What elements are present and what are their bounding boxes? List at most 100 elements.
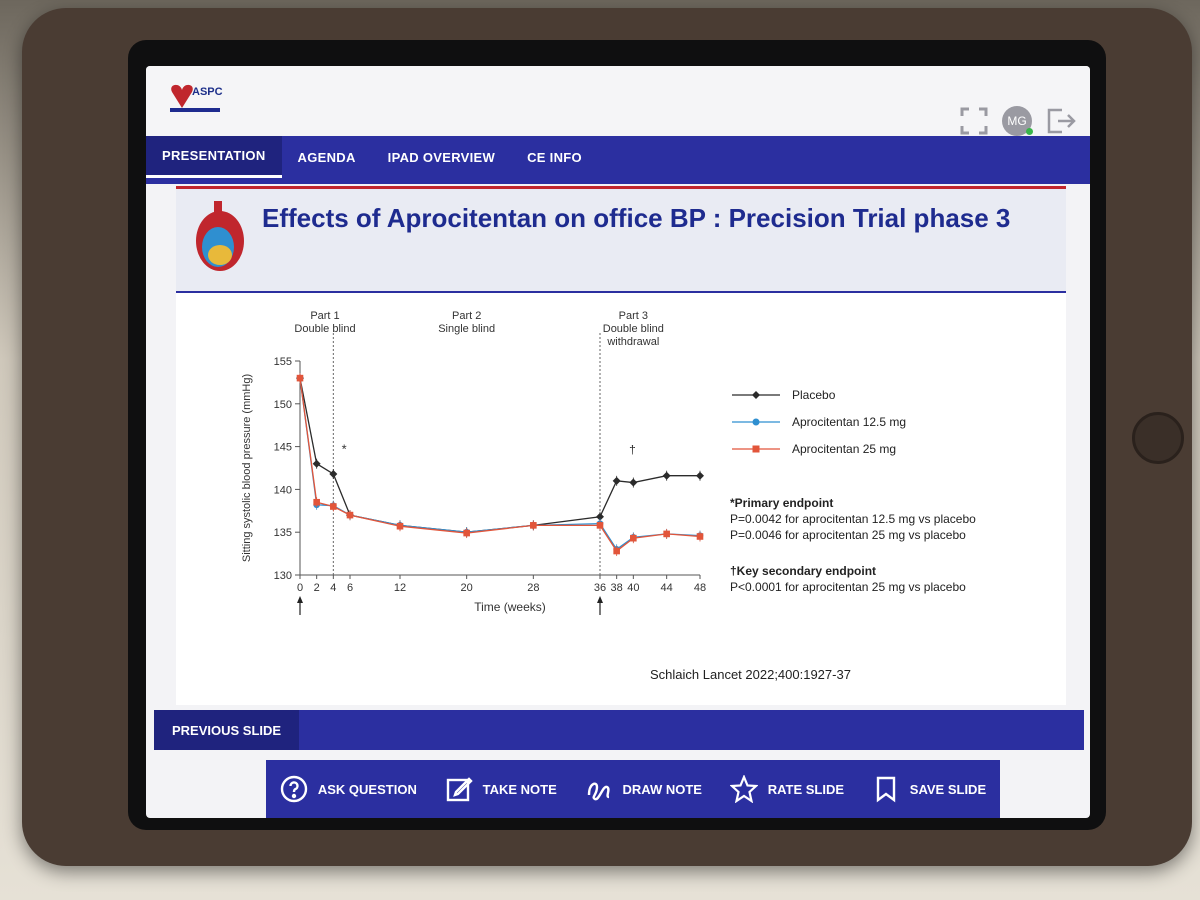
slide-header: Effects of Aprocitentan on office BP : P… — [176, 189, 1066, 293]
save-slide-button[interactable]: SAVE SLIDE — [872, 775, 986, 803]
legend-marker — [752, 418, 760, 426]
avatar-initials: MG — [1007, 114, 1027, 128]
primary-endpoint-line: P=0.0042 for aprocitentan 12.5 mg vs pla… — [730, 512, 976, 526]
rate-slide-label: RATE SLIDE — [767, 781, 845, 797]
data-point — [463, 529, 470, 537]
phase-label: withdrawal — [606, 336, 659, 348]
data-point — [530, 522, 537, 529]
x-tick-label: 38 — [611, 582, 623, 594]
data-point — [630, 534, 637, 542]
y-tick-label: 135 — [274, 527, 292, 539]
arrow-head — [597, 596, 603, 603]
x-tick-label: 20 — [461, 582, 473, 594]
data-point — [313, 498, 320, 506]
legend-label: Aprocitentan 25 mg — [792, 442, 896, 456]
x-tick-label: 48 — [694, 582, 706, 594]
data-point — [329, 469, 338, 478]
phase-label: Part 1 — [310, 310, 339, 322]
x-tick-label: 12 — [394, 582, 406, 594]
y-tick-label: 150 — [274, 399, 292, 411]
data-point — [296, 374, 304, 382]
data-point — [696, 533, 704, 540]
app-screen: ASPC MG PRESENTATION AGENDA IPAD OVERVIE… — [146, 66, 1090, 818]
x-tick-label: 6 — [347, 582, 353, 594]
slide: Effects of Aprocitentan on office BP : P… — [176, 186, 1066, 705]
x-tick-label: 4 — [330, 582, 336, 594]
heart-illustration-icon — [196, 201, 244, 271]
x-tick-label: 2 — [314, 582, 320, 594]
data-point — [663, 530, 670, 538]
phase-label: Single blind — [438, 323, 495, 335]
y-axis-label: Sitting systolic blood pressure (mmHg) — [241, 374, 253, 562]
tab-presentation[interactable]: PRESENTATION — [146, 136, 282, 178]
y-tick-label: 130 — [274, 570, 292, 582]
citation: Schlaich Lancet 2022;400:1927-37 — [650, 667, 851, 682]
arrow-head — [297, 596, 303, 603]
data-point — [596, 512, 604, 521]
x-tick-label: 36 — [594, 582, 606, 594]
data-point — [596, 522, 604, 529]
avatar[interactable]: MG — [1002, 106, 1033, 136]
data-point — [330, 503, 337, 510]
ask-question-button[interactable]: ASK QUESTION — [280, 775, 417, 803]
x-tick-label: 28 — [527, 582, 539, 594]
data-point — [696, 471, 704, 480]
phase-label: Double blind — [294, 323, 355, 335]
note-edit-icon — [446, 777, 473, 802]
data-point — [629, 478, 638, 487]
star-icon — [729, 775, 758, 803]
secondary-endpoint-line: P<0.0001 for aprocitentan 25 mg vs place… — [730, 580, 966, 594]
take-note-button[interactable]: TAKE NOTE — [445, 775, 557, 803]
nav-strip — [146, 178, 1090, 184]
main-nav: PRESENTATION AGENDA IPAD OVERVIEW CE INF… — [146, 136, 1090, 178]
x-tick-label: 0 — [297, 582, 303, 594]
header-icons: MG — [960, 106, 1076, 136]
tab-ipad-overview[interactable]: IPAD OVERVIEW — [387, 149, 496, 165]
question-icon — [280, 775, 308, 803]
logout-icon[interactable] — [1046, 107, 1076, 135]
data-point — [396, 522, 404, 530]
previous-slide-button[interactable]: PREVIOUS SLIDE — [154, 710, 300, 750]
bp-chart: 130 135 140 145 150 155 0 2 4 6 12 20 28 36 38 40 44 48 Ti… — [241, 310, 976, 615]
data-point — [312, 459, 321, 468]
x-axis-label: Time (weeks) — [474, 600, 546, 614]
primary-endpoint-line: P=0.0046 for aprocitentan 25 mg vs place… — [730, 528, 966, 542]
phase-label: Part 3 — [619, 310, 648, 322]
y-tick-label: 155 — [274, 356, 292, 368]
data-point — [346, 511, 354, 519]
phase-label: Part 2 — [452, 310, 481, 322]
draw-squiggle-icon — [587, 782, 610, 801]
fullscreen-icon[interactable] — [960, 107, 988, 135]
slide-title: Effects of Aprocitentan on office BP : P… — [262, 203, 1011, 233]
tab-ce-info[interactable]: CE INFO — [527, 149, 582, 165]
save-slide-label: SAVE SLIDE — [909, 781, 987, 797]
legend-marker — [752, 445, 760, 453]
dagger-marker: † — [629, 442, 636, 456]
tab-agenda[interactable]: AGENDA — [297, 149, 356, 165]
x-tick-label: 44 — [661, 582, 673, 594]
primary-endpoint-title: *Primary endpoint — [730, 496, 833, 510]
online-status-dot — [1026, 128, 1033, 135]
data-point — [612, 476, 621, 485]
draw-note-button[interactable]: DRAW NOTE — [585, 775, 702, 803]
bottom-toolbar: ASK QUESTION TAKE NOTE DRAW NOTE RATE SL… — [266, 760, 1000, 818]
legend-marker — [752, 391, 760, 399]
secondary-endpoint-title: †Key secondary endpoint — [730, 564, 876, 578]
series-line — [299, 377, 700, 533]
draw-note-label: DRAW NOTE — [622, 781, 702, 797]
home-button[interactable] — [1132, 412, 1184, 464]
legend-label: Aprocitentan 12.5 mg — [792, 415, 906, 429]
x-tick-label: 40 — [627, 582, 639, 594]
star-marker: * — [342, 441, 347, 456]
series-line — [299, 378, 701, 552]
data-point — [662, 471, 671, 480]
y-tick-label: 140 — [274, 484, 292, 496]
rate-slide-button[interactable]: RATE SLIDE — [729, 775, 845, 803]
take-note-label: TAKE NOTE — [482, 781, 557, 797]
aspc-logo — [170, 84, 220, 112]
bookmark-icon — [876, 776, 895, 803]
y-tick-label: 145 — [274, 442, 292, 454]
data-point — [613, 547, 620, 555]
logo-text: ASPC — [192, 86, 223, 98]
ask-question-label: ASK QUESTION — [317, 781, 417, 797]
